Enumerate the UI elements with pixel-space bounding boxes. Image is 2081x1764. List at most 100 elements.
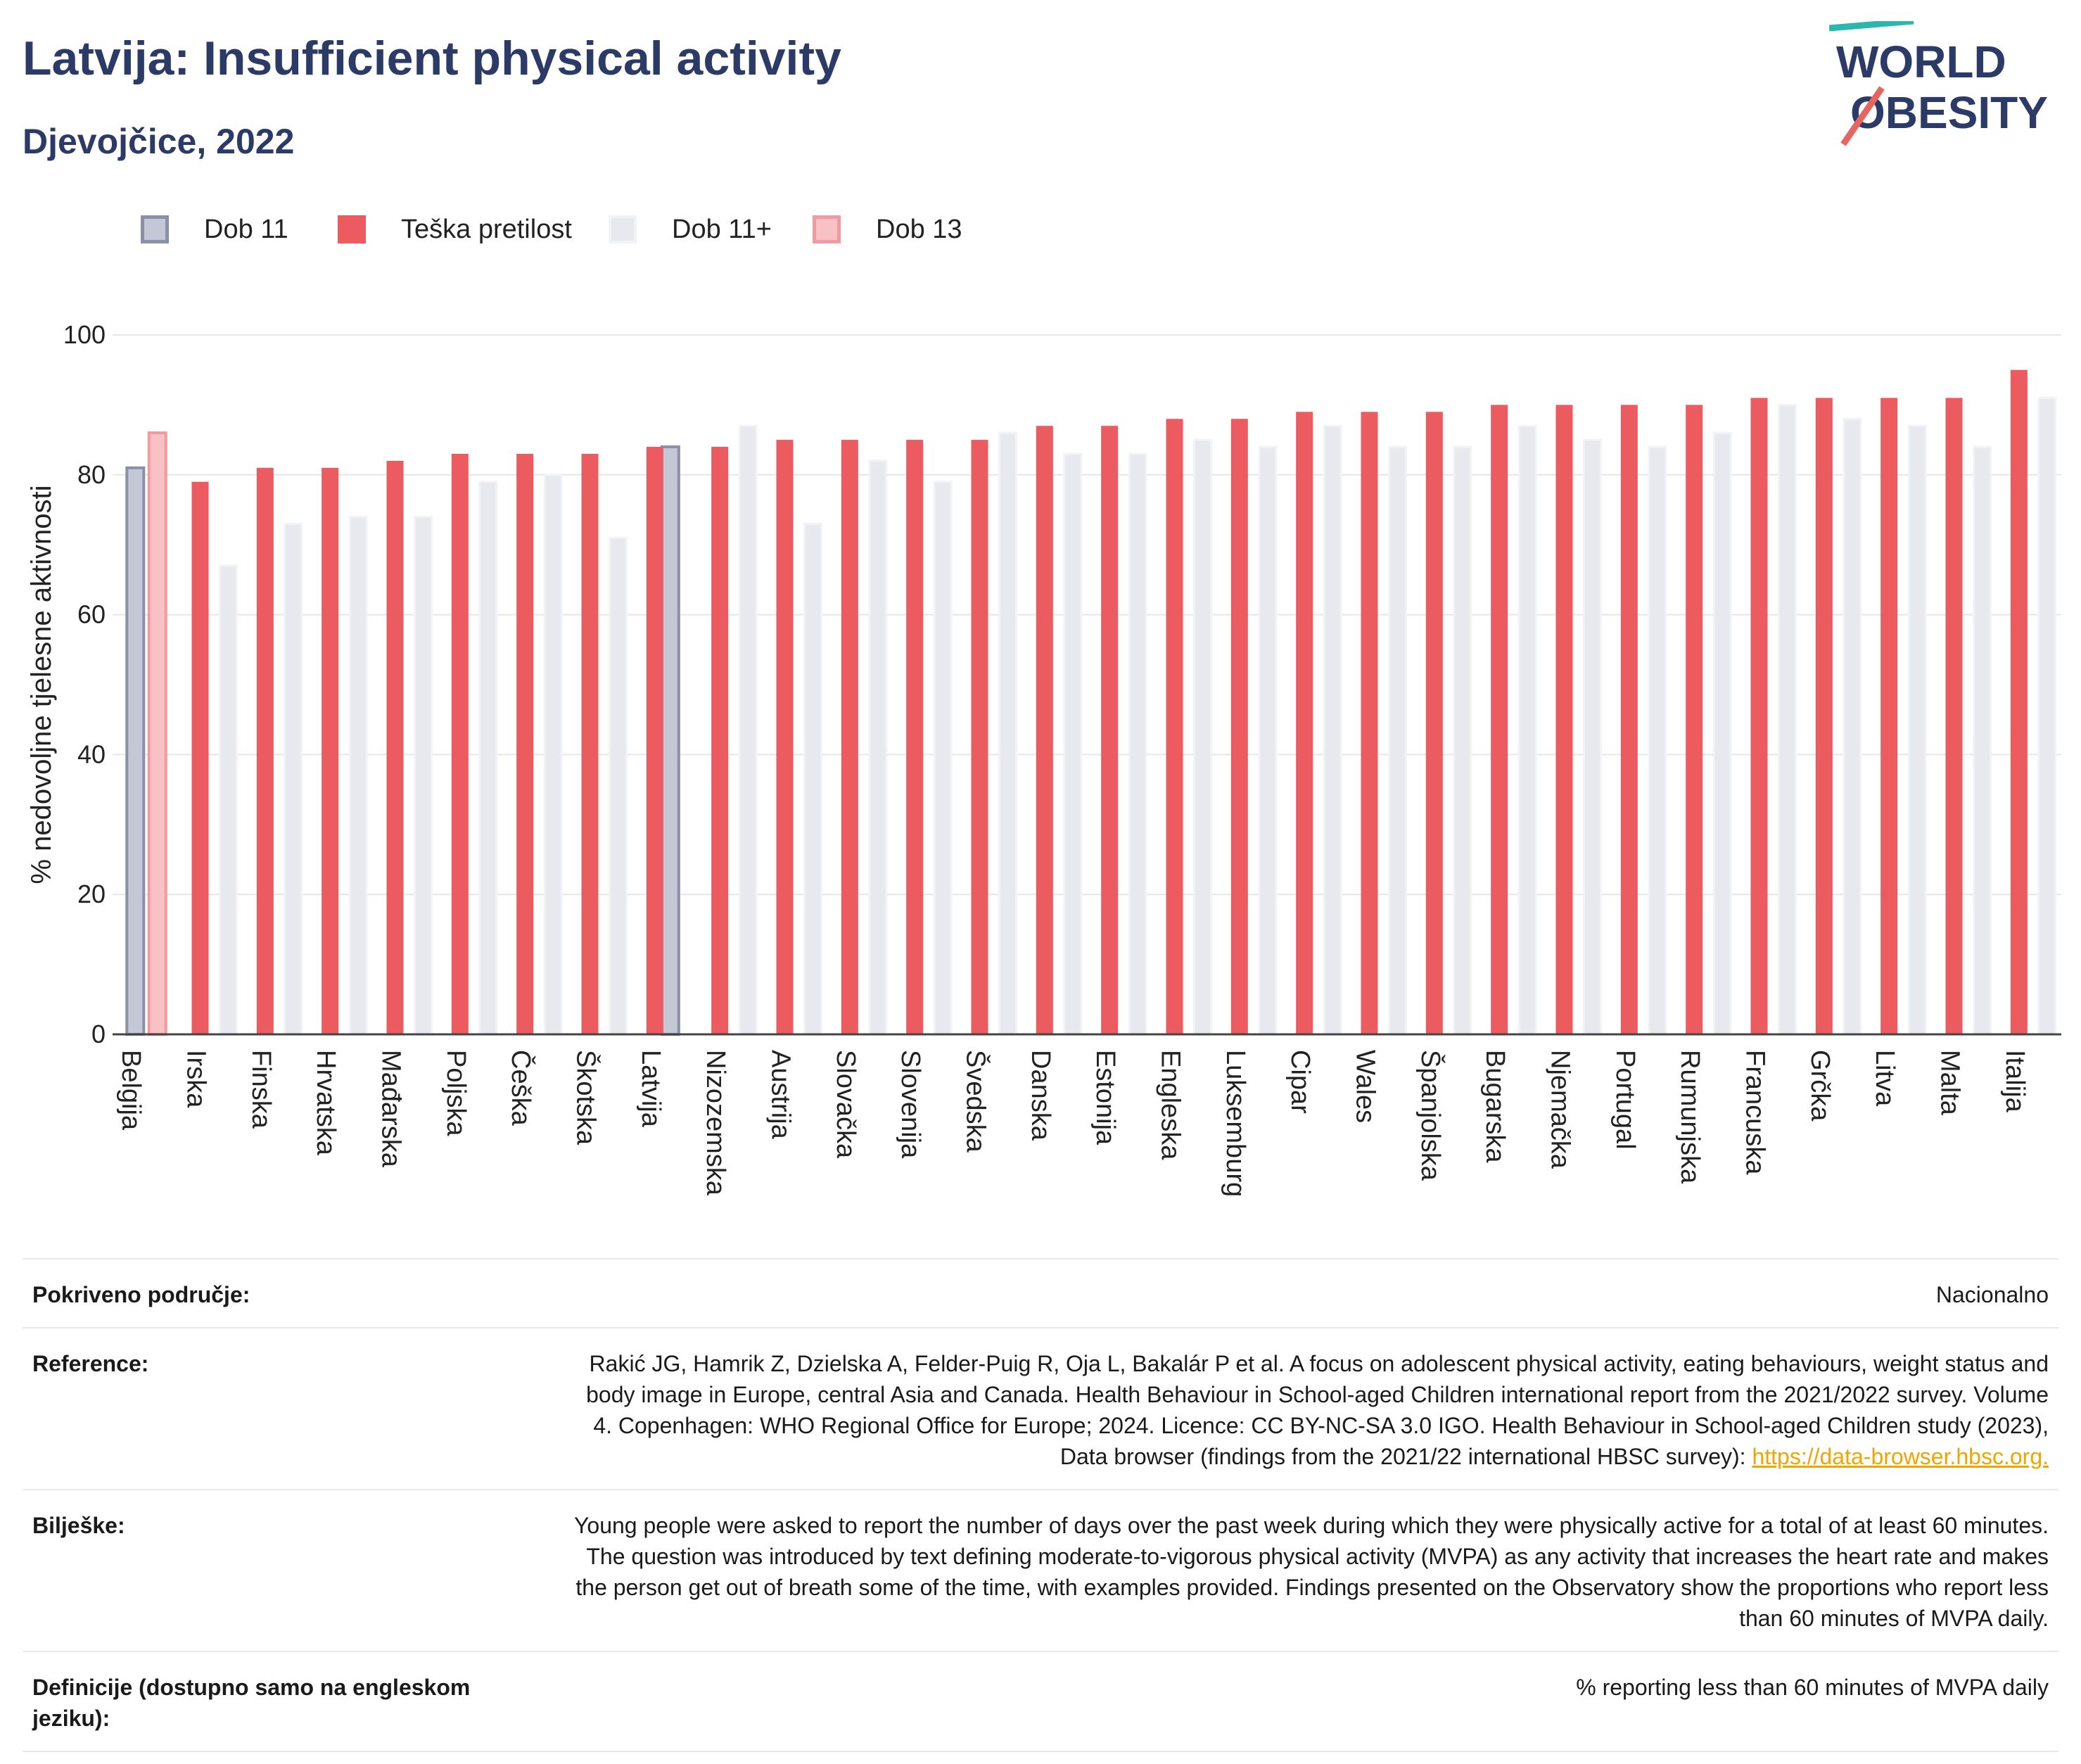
y-tick-label-20: 20 <box>77 880 106 908</box>
bar-teska-Portugal <box>1620 405 1638 1034</box>
bar-chart: 0 20 40 60 80 100 % nedovoljne tjelesne aktivn… <box>26 320 2061 1197</box>
bar-teska-Nizozemska <box>711 447 729 1034</box>
x-tick-label-Rumunjska: Rumunjska <box>1675 1050 1705 1184</box>
bar-teska-Irska <box>191 481 209 1034</box>
legend-swatch-dob11plus <box>609 215 637 243</box>
info-value-definitions: % reporting less than 60 minutes of MVPA… <box>1576 1675 2049 1700</box>
info-row-notes: Bilješke: Young people were asked to rep… <box>23 1489 2058 1651</box>
bar-teska-Grčka <box>1815 398 1833 1034</box>
legend-swatch-teska-pretilost <box>338 215 366 243</box>
legend-item-dob11[interactable]: Dob 11 <box>141 208 288 250</box>
x-tick-label-Wales: Wales <box>1351 1050 1380 1123</box>
y-axis-label: % nedovoljne tjelesne aktivnosti <box>26 485 57 884</box>
bar-teska-Estonija <box>1101 426 1119 1034</box>
x-tick-label-Irska: Irska <box>182 1050 211 1108</box>
bar-dob11plus-Nizozemska <box>738 424 758 1036</box>
bar-dob11plus-Češka <box>543 474 563 1036</box>
bar-teska-Škotska <box>581 453 599 1034</box>
bar-teska-Švedska <box>971 440 988 1034</box>
bar-teska-Finska <box>256 467 274 1034</box>
bar-dob11plus-Malta <box>1973 445 1992 1036</box>
info-label-coverage: Pokriveno područje: <box>32 1282 250 1307</box>
logo-slash-teal <box>1829 21 1914 32</box>
y-tick-label-100: 100 <box>63 320 106 349</box>
logo-text-obesity: OBESITY <box>1850 87 2048 138</box>
bar-teska-Slovačka <box>841 440 858 1034</box>
bar-teska-Engleska <box>1166 419 1183 1034</box>
legend-label-dob13: Dob 13 <box>876 214 962 244</box>
y-tick-label-0: 0 <box>91 1020 106 1048</box>
bar-dob11plus-Švedska <box>998 431 1017 1036</box>
x-tick-label-Poljska: Poljska <box>441 1050 471 1136</box>
x-tick-label-Austrija: Austrija <box>766 1050 796 1140</box>
bar-dob11plus-Luksemburg <box>1258 445 1278 1036</box>
x-tick-label-Malta: Malta <box>1935 1050 1965 1116</box>
legend-swatch-dob11 <box>141 215 169 243</box>
x-tick-label-Slovenija: Slovenija <box>896 1050 925 1159</box>
info-label-reference: Reference: <box>32 1351 149 1376</box>
bar-dob13-Belgija <box>147 431 167 1036</box>
page-subtitle: Djevojčice, 2022 <box>23 122 295 161</box>
bar-dob11plus-Estonija <box>1128 452 1147 1036</box>
info-row-coverage: Pokriveno područje: Nacionalno <box>23 1258 2058 1327</box>
bar-teska-Litva <box>1880 398 1898 1034</box>
bar-dob11plus-Litva <box>1907 424 1927 1036</box>
bar-dob11plus-Italija <box>2037 396 2057 1036</box>
x-tick-label-Belgija: Belgija <box>116 1050 146 1131</box>
bar-teska-Bugarska <box>1491 405 1508 1034</box>
bar-teska-Španjolska <box>1425 412 1443 1034</box>
bar-dob11plus-Rumunjska <box>1712 431 1732 1036</box>
bar-teska-Malta <box>1945 398 1963 1034</box>
info-value-notes: Young people were asked to report the nu… <box>574 1513 2049 1631</box>
bar-teska-Francuska <box>1750 398 1768 1034</box>
x-tick-label-Nizozemska: Nizozemska <box>701 1050 730 1196</box>
bar-dob11plus-Austrija <box>803 522 822 1036</box>
bar-dob11-Belgija <box>125 466 146 1036</box>
legend-item-dob11plus[interactable]: Dob 11+ <box>609 208 772 250</box>
bar-dob11plus-Danska <box>1063 452 1083 1036</box>
logo-text-world: WORLD <box>1836 37 2006 87</box>
legend-item-teska-pretilost[interactable]: Teška pretilost <box>338 208 572 250</box>
x-tick-label-Češka: Češka <box>506 1050 537 1127</box>
x-tick-label-Litva: Litva <box>1870 1050 1899 1107</box>
bar-dob11plus-Portugal <box>1648 445 1667 1036</box>
world-obesity-logo: WORLD OBESITY <box>1829 21 2048 146</box>
bar-dob11plus-Slovenija <box>933 481 953 1036</box>
legend-item-dob13[interactable]: Dob 13 <box>813 208 962 250</box>
x-tick-label-Njemačka: Njemačka <box>1546 1050 1575 1169</box>
bar-teska-Wales <box>1361 412 1378 1034</box>
bar-dob11plus-Mađarska <box>414 515 433 1036</box>
x-tick-label-Škotska: Škotska <box>571 1050 602 1146</box>
reference-text: Rakić JG, Hamrik Z, Dzielska A, Felder-P… <box>586 1351 2049 1469</box>
bar-teska-Austrija <box>776 440 794 1034</box>
info-label-notes: Bilješke: <box>32 1513 125 1538</box>
bar-dob11plus-Slovačka <box>868 459 888 1036</box>
y-tick-label-60: 60 <box>77 600 106 629</box>
x-tick-label-Luksemburg: Luksemburg <box>1221 1050 1250 1197</box>
x-tick-label-Francuska: Francuska <box>1740 1050 1770 1175</box>
x-tick-label-Grčka: Grčka <box>1805 1050 1835 1122</box>
bar-dob11plus-Grčka <box>1843 417 1862 1036</box>
legend-label-dob11: Dob 11 <box>204 214 288 244</box>
bar-teska-Hrvatska <box>322 467 339 1034</box>
page-title: Latvija: Insufficient physical activity <box>23 32 841 85</box>
info-row-definitions: Definicije (dostupno samo na engleskom j… <box>23 1651 2058 1752</box>
info-value-reference: Rakić JG, Hamrik Z, Dzielska A, Felder-P… <box>571 1348 2049 1472</box>
bar-dob11plus-Španjolska <box>1453 445 1472 1036</box>
bar-dob11plus-Poljska <box>478 481 498 1036</box>
bar-teska-Italija <box>2010 369 2028 1034</box>
x-tick-label-Latvija: Latvija <box>636 1050 666 1128</box>
bar-teska-Mađarska <box>386 460 404 1034</box>
reference-link[interactable]: https://data-browser.hbsc.org. <box>1752 1444 2049 1469</box>
bar-dob11plus-Irska <box>219 564 238 1036</box>
x-tick-label-Švedska: Švedska <box>961 1050 992 1153</box>
legend-swatch-dob13 <box>813 215 841 243</box>
x-tick-label-Cipar: Cipar <box>1285 1050 1315 1114</box>
bar-dob11plus-Cipar <box>1323 424 1342 1036</box>
info-label-definitions: Definicije (dostupno samo na engleskom j… <box>32 1675 471 1731</box>
info-value-coverage: Nacionalno <box>1935 1282 2049 1307</box>
bar-dob11plus-Njemačka <box>1583 438 1602 1036</box>
info-table: Pokriveno područje: Nacionalno Reference… <box>23 1258 2058 1752</box>
legend-label-dob11plus: Dob 11+ <box>672 214 772 244</box>
bar-teska-Latvija <box>646 447 663 1034</box>
